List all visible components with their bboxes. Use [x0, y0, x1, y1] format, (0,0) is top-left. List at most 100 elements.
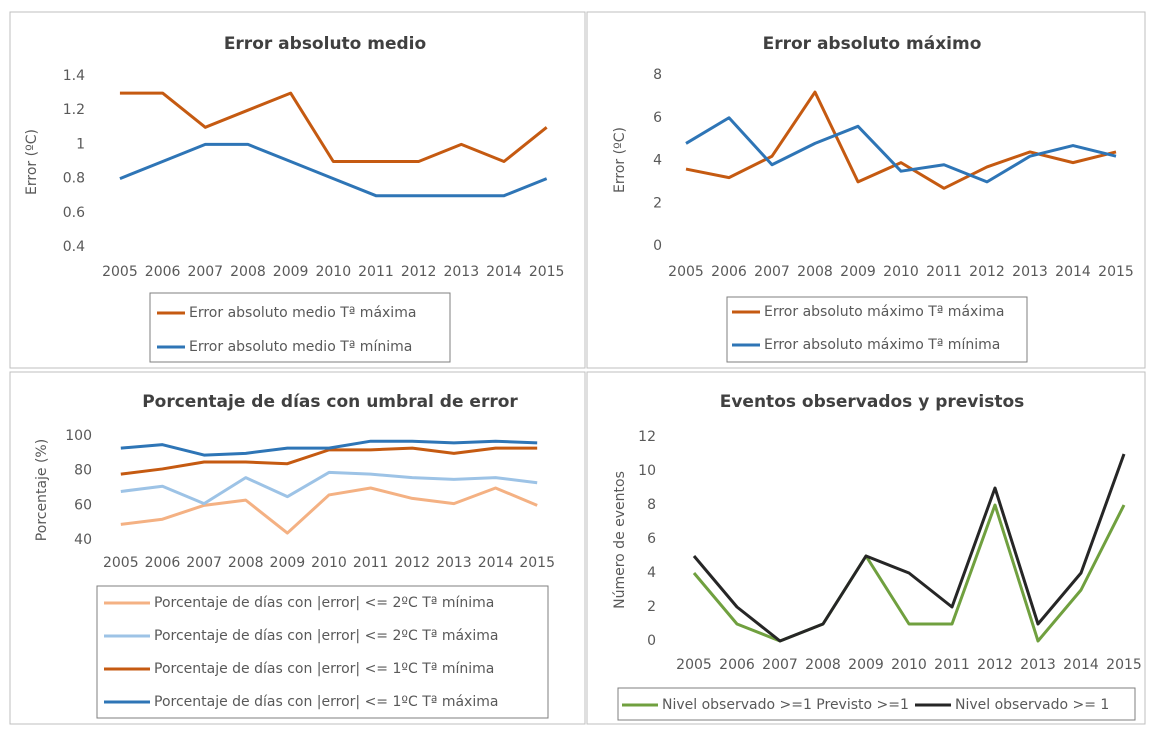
y-tick-label: 0 — [647, 633, 656, 649]
legend-label: Error absoluto medio Tª mínima — [189, 339, 412, 355]
y-axis-label: Error (ºC) — [612, 127, 628, 193]
legend-box — [96, 585, 549, 719]
y-tick-label: 2 — [653, 195, 662, 211]
y-tick-label: 40 — [74, 532, 92, 548]
x-tick-label: 2014 — [478, 555, 514, 571]
x-tick-label: 2005 — [676, 657, 712, 673]
series-line — [685, 116, 1117, 184]
x-tick-label: 2006 — [145, 264, 181, 280]
y-tick-label: 12 — [638, 429, 656, 445]
y-tick-label: 8 — [653, 67, 662, 83]
y-tick-label: 10 — [638, 463, 656, 479]
legend-label: Porcentaje de días con |error| <= 1ºC Tª… — [154, 661, 494, 677]
x-tick-label: 2014 — [1055, 264, 1091, 280]
legend-label: Error absoluto máximo Tª mínima — [764, 337, 1000, 353]
x-tick-label: 2007 — [186, 555, 222, 571]
panel — [586, 371, 1146, 725]
series-line — [120, 439, 538, 457]
x-tick-label: 2011 — [358, 264, 394, 280]
x-tick-label: 2008 — [230, 264, 266, 280]
legend-label: Error absoluto máximo Tª máxima — [764, 304, 1004, 320]
chart-title: Porcentaje de días con umbral de error — [142, 392, 518, 412]
y-tick-label: 0.4 — [63, 239, 85, 255]
x-tick-label: 2013 — [443, 264, 479, 280]
x-tick-label: 2009 — [270, 555, 306, 571]
x-tick-label: 2011 — [934, 657, 970, 673]
x-tick-label: 2010 — [883, 264, 919, 280]
y-tick-label: 100 — [65, 428, 92, 444]
y-tick-label: 1.2 — [63, 102, 85, 118]
x-tick-label: 2013 — [436, 555, 472, 571]
x-tick-label: 2008 — [228, 555, 264, 571]
y-tick-label: 0 — [653, 238, 662, 254]
legend-label: Error absoluto medio Tª máxima — [189, 305, 416, 321]
y-tick-label: 2 — [647, 599, 656, 615]
x-tick-label: 2014 — [486, 264, 522, 280]
x-tick-label: 2010 — [315, 264, 351, 280]
x-tick-label: 2009 — [848, 657, 884, 673]
y-tick-label: 1.4 — [63, 68, 85, 84]
y-tick-label: 0.8 — [63, 171, 85, 187]
y-tick-label: 60 — [74, 497, 92, 513]
panel — [9, 11, 586, 369]
x-tick-label: 2005 — [668, 264, 704, 280]
x-tick-label: 2012 — [977, 657, 1013, 673]
legend-box — [617, 687, 1136, 721]
y-tick-label: 4 — [647, 565, 656, 581]
x-tick-label: 2008 — [797, 264, 833, 280]
x-tick-label: 2005 — [102, 264, 138, 280]
y-tick-label: 4 — [653, 153, 662, 169]
x-tick-label: 2015 — [1106, 657, 1142, 673]
y-tick-label: 8 — [647, 497, 656, 513]
y-axis-label: Error (ºC) — [24, 129, 40, 195]
legend-label: Porcentaje de días con |error| <= 2ºC Tª… — [154, 595, 494, 611]
legend-label: Porcentaje de días con |error| <= 2ºC Tª… — [154, 628, 498, 644]
y-tick-label: 0.6 — [63, 205, 85, 221]
x-tick-label: 2008 — [805, 657, 841, 673]
x-tick-label: 2012 — [401, 264, 437, 280]
series-line — [119, 142, 548, 198]
x-tick-label: 2009 — [273, 264, 309, 280]
series-line — [692, 503, 1126, 643]
y-axis-label: Porcentaje (%) — [34, 439, 50, 541]
legend-label: Porcentaje de días con |error| <= 1ºC Tª… — [154, 694, 498, 710]
legend-box — [149, 292, 451, 363]
chart-title: Eventos observados y previstos — [720, 392, 1025, 412]
series-line — [685, 90, 1117, 190]
x-tick-label: 2007 — [754, 264, 790, 280]
legend-box — [726, 296, 1028, 363]
x-tick-label: 2006 — [145, 555, 181, 571]
legend-label: Nivel observado >=1 Previsto >=1 — [662, 697, 909, 713]
y-tick-label: 6 — [653, 110, 662, 126]
x-tick-label: 2011 — [926, 264, 962, 280]
y-tick-label: 80 — [74, 463, 92, 479]
x-tick-label: 2009 — [840, 264, 876, 280]
y-tick-label: 1 — [76, 136, 85, 152]
x-tick-label: 2006 — [711, 264, 747, 280]
x-tick-label: 2010 — [311, 555, 347, 571]
panel — [586, 11, 1146, 369]
x-tick-label: 2006 — [719, 657, 755, 673]
series-line — [119, 91, 548, 163]
series-line — [120, 486, 538, 535]
x-tick-label: 2011 — [353, 555, 389, 571]
y-tick-label: 6 — [647, 531, 656, 547]
series-line — [120, 446, 538, 476]
series-line — [120, 470, 538, 506]
panel — [9, 371, 586, 725]
chart-title: Error absoluto máximo — [763, 34, 982, 54]
x-tick-label: 2015 — [1098, 264, 1134, 280]
x-tick-label: 2010 — [891, 657, 927, 673]
x-tick-label: 2012 — [394, 555, 430, 571]
legend-label: Nivel observado >= 1 — [955, 697, 1109, 713]
x-tick-label: 2007 — [187, 264, 223, 280]
x-tick-label: 2013 — [1012, 264, 1048, 280]
x-tick-label: 2007 — [762, 657, 798, 673]
x-tick-label: 2015 — [529, 264, 565, 280]
x-tick-label: 2005 — [103, 555, 139, 571]
chart-title: Error absoluto medio — [224, 34, 426, 54]
series-line — [692, 453, 1126, 643]
x-tick-label: 2013 — [1020, 657, 1056, 673]
y-axis-label: Número de eventos — [612, 471, 628, 609]
